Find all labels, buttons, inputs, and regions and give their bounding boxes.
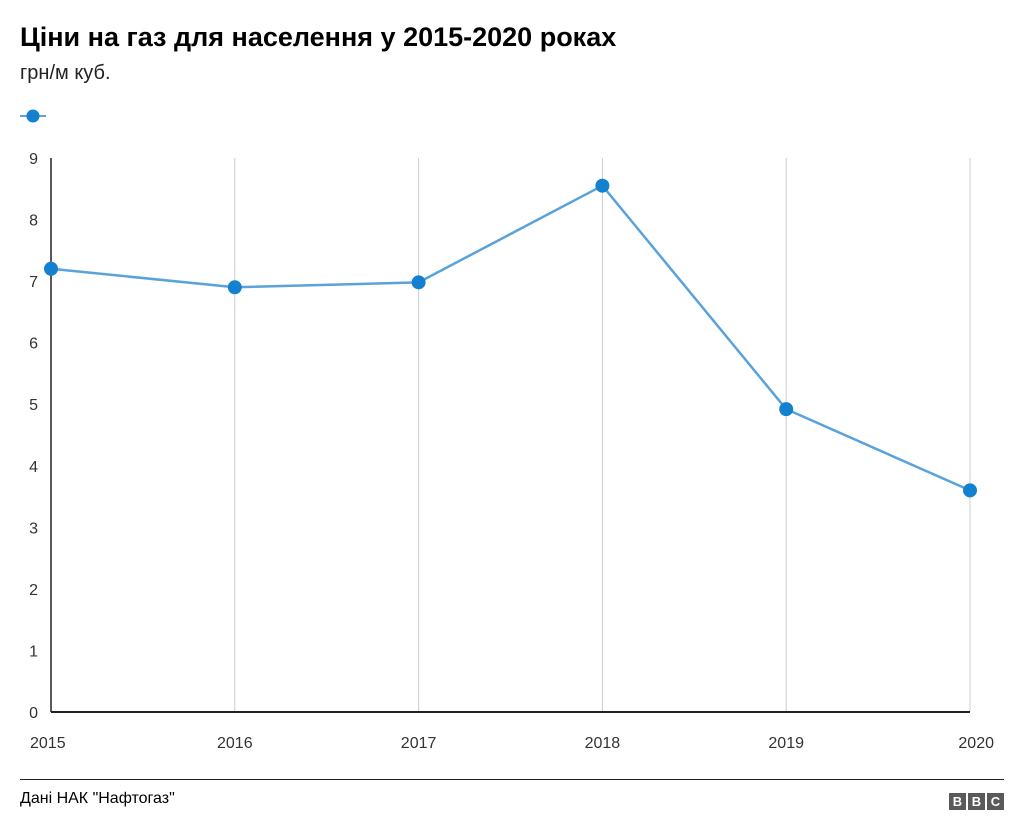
y-tick-label: 7 xyxy=(29,274,38,291)
legend-marker xyxy=(20,109,46,123)
y-tick-label: 3 xyxy=(29,520,38,537)
chart-title: Ціни на газ для населення у 2015-2020 ро… xyxy=(20,22,617,52)
data-point xyxy=(227,280,242,295)
data-point xyxy=(411,275,426,290)
footer-divider xyxy=(20,779,1004,780)
y-tick-label: 9 xyxy=(29,151,38,168)
legend-dot xyxy=(26,109,40,123)
y-tick-label: 5 xyxy=(29,397,38,414)
logo-letter: B xyxy=(949,793,966,810)
source-note: Дані НАК "Нафтогаз" xyxy=(20,790,175,807)
y-tick-label: 6 xyxy=(29,336,38,353)
data-point xyxy=(963,483,977,498)
y-tick-label: 0 xyxy=(29,705,38,722)
x-tick-label: 2019 xyxy=(768,735,804,752)
logo-letter: C xyxy=(987,793,1004,810)
x-tick-label: 2018 xyxy=(585,735,621,752)
chart-subtitle: грн/м куб. xyxy=(20,62,111,84)
logo-letter: B xyxy=(968,793,985,810)
data-point xyxy=(595,178,610,193)
data-point xyxy=(779,402,794,417)
y-tick-label: 1 xyxy=(29,643,38,660)
data-point xyxy=(44,261,58,276)
line-chart: 0 1 2 3 4 5 6 7 8 9 2015 2016 2017 2018 2019 2020 xyxy=(29,151,994,752)
x-tick-label: 2020 xyxy=(958,735,994,752)
series-line xyxy=(50,184,971,492)
y-tick-label: 4 xyxy=(29,459,38,476)
y-tick-label: 2 xyxy=(29,582,38,599)
x-tick-label: 2016 xyxy=(217,735,253,752)
y-tick-label: 8 xyxy=(29,213,38,230)
x-tick-label: 2017 xyxy=(401,735,437,752)
bbc-logo: B B C xyxy=(949,793,1004,810)
x-tick-label: 2015 xyxy=(30,735,66,752)
